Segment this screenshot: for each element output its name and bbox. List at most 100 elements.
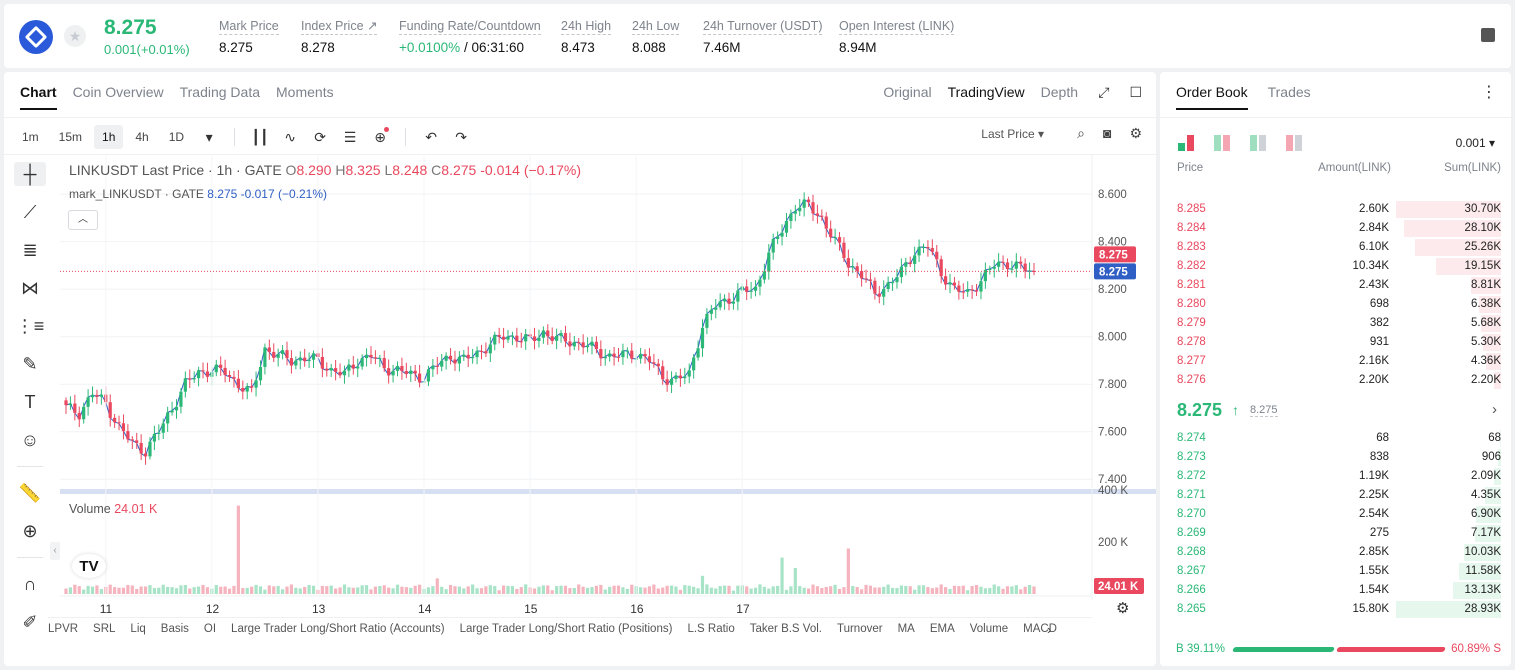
bid-row[interactable]: 8.270 2.54K 6.90K	[1160, 505, 1511, 524]
ask-row[interactable]: 8.285 2.60K 30.70K	[1160, 200, 1511, 219]
tab-trades[interactable]: Trades	[1267, 84, 1311, 100]
chart-toolbar: 1m 15m 1h 4h 1D ▾ ┃┃ ∿ ⟳ ☰ ⊕ ↶ ↷	[14, 124, 474, 150]
add-alert-icon[interactable]: ⊕	[367, 126, 393, 146]
bid-row[interactable]: 8.272 1.19K 2.09K	[1160, 467, 1511, 486]
guide-book-icon[interactable]	[1481, 28, 1495, 42]
precision-dropdown[interactable]: 0.001 ▾	[1455, 136, 1495, 150]
volume-bar	[722, 585, 727, 594]
indicator-item[interactable]: EMA	[929, 623, 955, 635]
undo-icon[interactable]: ↶	[425, 128, 437, 145]
indicator-item[interactable]: Large Trader Long/Short Ratio (Positions…	[459, 623, 673, 635]
indicator-item[interactable]: LPVR	[48, 623, 79, 635]
lock-draw-icon[interactable]: ✐	[22, 611, 38, 632]
bid-row[interactable]: 8.269 275 7.17K	[1160, 524, 1511, 543]
chevron-right-icon[interactable]: ›	[1047, 622, 1052, 637]
volume-bar	[762, 586, 766, 594]
indicator-item[interactable]: MA	[897, 623, 915, 635]
chevron-down-icon[interactable]: ▾	[205, 128, 213, 145]
tab-order-book[interactable]: Order Book	[1176, 84, 1248, 110]
fib-retracement-icon[interactable]: ≣	[22, 239, 38, 260]
redo-icon[interactable]: ↷	[455, 128, 467, 145]
price-source-dropdown[interactable]: Last Price ▾	[981, 127, 1044, 141]
timeframe-1d[interactable]: 1D	[168, 130, 185, 144]
camera-icon[interactable]: ◙	[1102, 125, 1112, 141]
zoom-in-icon[interactable]: ⊕	[22, 520, 38, 541]
tab-chart[interactable]: Chart	[20, 84, 57, 110]
bids-only-view-icon[interactable]	[1250, 135, 1266, 151]
gear-icon[interactable]: ⚙	[1129, 125, 1142, 141]
popout-icon[interactable]: ☐	[1129, 84, 1142, 100]
trend-line-icon[interactable]: ⟋	[23, 201, 37, 222]
templates-icon[interactable]: ☰	[343, 128, 357, 145]
candle-type-icon[interactable]: ┃┃	[251, 128, 269, 145]
ask-row[interactable]: 8.281 2.43K 8.81K	[1160, 276, 1511, 295]
ask-row[interactable]: 8.284 2.84K 28.10K	[1160, 219, 1511, 238]
timeframe-4h[interactable]: 4h	[135, 130, 149, 144]
view-original[interactable]: Original	[883, 84, 932, 100]
bid-row[interactable]: 8.273 838 906	[1160, 448, 1511, 467]
indicator-item[interactable]: Volume	[969, 623, 1009, 635]
favorite-star-icon[interactable]: ★	[64, 25, 86, 47]
both-sides-view-icon[interactable]	[1178, 135, 1194, 151]
asks-only-view-icon[interactable]	[1286, 135, 1302, 151]
tab-trading-data[interactable]: Trading Data	[179, 84, 261, 100]
ask-row[interactable]: 8.282 10.34K 19.15K	[1160, 257, 1511, 276]
compare-icon[interactable]: ⟳	[314, 128, 326, 145]
ask-row[interactable]: 8.279 382 5.68K	[1160, 314, 1511, 333]
candle-body	[117, 422, 121, 424]
candle-body	[360, 358, 364, 367]
bid-row[interactable]: 8.267 1.55K 11.58K	[1160, 562, 1511, 581]
indicator-item[interactable]: L.S Ratio	[687, 623, 735, 635]
tab-moments[interactable]: Moments	[276, 84, 334, 100]
indicator-item[interactable]: OI	[203, 623, 217, 635]
magnet-icon[interactable]: ∩	[23, 573, 37, 594]
tradingview-logo-icon[interactable]: TV	[72, 554, 106, 578]
split-view-icon[interactable]	[1214, 135, 1230, 151]
volume-bar	[161, 584, 165, 594]
brush-icon[interactable]: ✎	[22, 353, 38, 374]
candle-body	[364, 354, 369, 359]
ruler-icon[interactable]: 📏	[18, 482, 42, 503]
ask-row[interactable]: 8.278 931 5.30K	[1160, 333, 1511, 352]
view-tradingview[interactable]: TradingView	[947, 84, 1025, 100]
indicator-item[interactable]: Turnover	[836, 623, 883, 635]
timeframe-1h[interactable]: 1h	[94, 125, 124, 149]
timeframe-1m[interactable]: 1m	[22, 130, 39, 144]
indicator-item[interactable]: Basis	[160, 623, 189, 635]
indicators-icon[interactable]: ∿	[284, 128, 296, 145]
stat-index-price[interactable]: Index Price ↗ 8.278	[301, 18, 378, 55]
more-vertical-icon[interactable]: ⋮	[1481, 84, 1497, 101]
fullscreen-icon[interactable]: ⤢	[1098, 84, 1110, 100]
bid-row[interactable]: 8.266 1.54K 13.13K	[1160, 581, 1511, 600]
bid-row[interactable]: 8.265 15.80K 28.93K	[1160, 600, 1511, 619]
pattern-icon[interactable]: ⋈	[21, 277, 39, 298]
bid-row[interactable]: 8.274 68 68	[1160, 429, 1511, 448]
indicator-item[interactable]: MACD	[1023, 623, 1057, 635]
emoji-icon[interactable]: ☺	[20, 429, 40, 450]
indicator-item[interactable]: SRL	[93, 623, 116, 635]
ask-row[interactable]: 8.276 2.20K 2.20K	[1160, 371, 1511, 390]
crosshair-icon[interactable]: ┼	[14, 162, 46, 186]
indicator-item[interactable]: Taker B.S Vol.	[749, 623, 822, 635]
candle-body	[974, 290, 979, 292]
timeframe-15m[interactable]: 15m	[58, 130, 83, 144]
collapse-legend-button[interactable]: ︿	[68, 210, 98, 230]
bid-row[interactable]: 8.268 2.85K 10.03K	[1160, 543, 1511, 562]
chevron-right-icon[interactable]: ›	[1492, 401, 1497, 418]
ask-row[interactable]: 8.283 6.10K 25.26K	[1160, 238, 1511, 257]
ask-row[interactable]: 8.277 2.16K 4.36K	[1160, 352, 1511, 371]
search-icon[interactable]: ⌕	[1077, 125, 1085, 141]
tab-coin-overview[interactable]: Coin Overview	[72, 84, 164, 100]
chart-settings-icon[interactable]: ⚙	[1116, 600, 1130, 617]
collapse-drawbar-icon[interactable]: ‹	[50, 542, 60, 560]
text-icon[interactable]: T	[24, 391, 36, 412]
position-icon[interactable]: ⋮≡	[15, 315, 45, 336]
candle-body	[776, 236, 780, 239]
ask-row[interactable]: 8.280 698 6.38K	[1160, 295, 1511, 314]
indicator-item[interactable]: Liq	[130, 623, 146, 635]
view-depth[interactable]: Depth	[1040, 84, 1078, 100]
bid-row[interactable]: 8.271 2.25K 4.35K	[1160, 486, 1511, 505]
volume-bar	[276, 585, 280, 594]
indicator-item[interactable]: Large Trader Long/Short Ratio (Accounts)	[231, 623, 445, 635]
